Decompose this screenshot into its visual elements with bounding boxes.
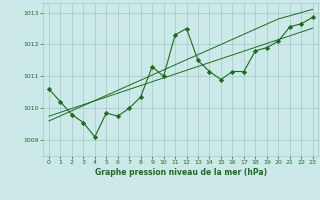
X-axis label: Graphe pression niveau de la mer (hPa): Graphe pression niveau de la mer (hPa) — [95, 168, 267, 177]
